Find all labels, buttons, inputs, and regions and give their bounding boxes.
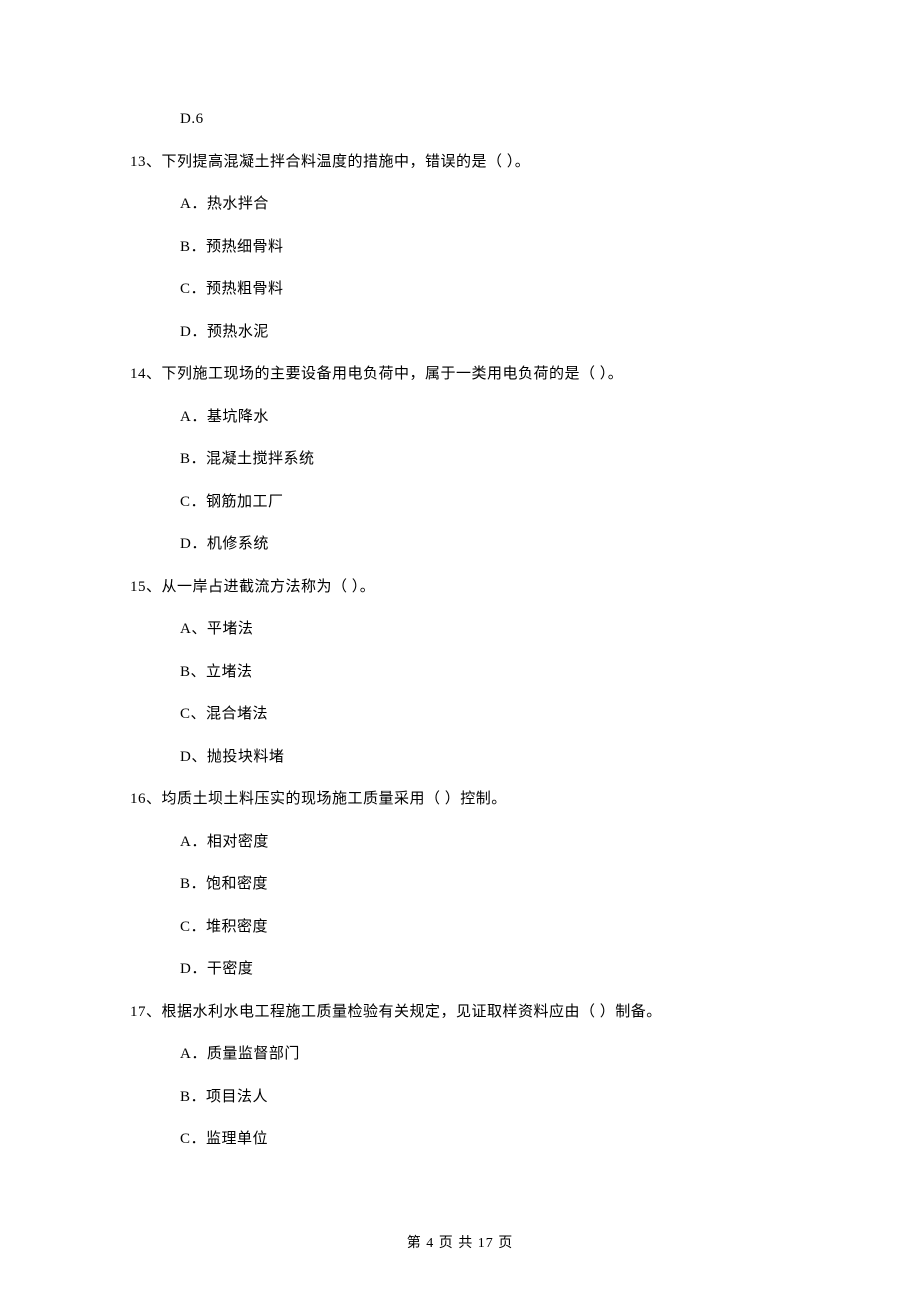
page-content: D.6 13、下列提高混凝土拌合料温度的措施中，错误的是（ ）。 A．热水拌合 … <box>0 0 920 1151</box>
option-16-d: D．干密度 <box>130 958 790 981</box>
page-footer: 第 4 页 共 17 页 <box>0 1232 920 1252</box>
question-number: 14、 <box>130 366 162 382</box>
option-17-a: A．质量监督部门 <box>130 1043 790 1066</box>
option-17-b: B．项目法人 <box>130 1086 790 1109</box>
option-14-c: C．钢筋加工厂 <box>130 491 790 514</box>
question-number: 16、 <box>130 791 162 807</box>
option-14-a: A．基坑降水 <box>130 406 790 429</box>
question-15: 15、从一岸占进截流方法称为（ ）。 <box>130 576 790 599</box>
question-number: 17、 <box>130 1004 162 1020</box>
question-14: 14、下列施工现场的主要设备用电负荷中，属于一类用电负荷的是（ ）。 <box>130 363 790 386</box>
question-16: 16、均质土坝土料压实的现场施工质量采用（ ）控制。 <box>130 788 790 811</box>
option-13-d: D．预热水泥 <box>130 321 790 344</box>
option-13-a: A．热水拌合 <box>130 193 790 216</box>
option-17-c: C．监理单位 <box>130 1128 790 1151</box>
question-text: 下列施工现场的主要设备用电负荷中，属于一类用电负荷的是（ ）。 <box>162 366 624 382</box>
question-text: 从一岸占进截流方法称为（ ）。 <box>162 579 376 595</box>
option-14-d: D．机修系统 <box>130 533 790 556</box>
option-15-a: A、平堵法 <box>130 618 790 641</box>
question-number: 15、 <box>130 579 162 595</box>
option-15-c: C、混合堵法 <box>130 703 790 726</box>
option-16-a: A．相对密度 <box>130 831 790 854</box>
option-16-b: B．饱和密度 <box>130 873 790 896</box>
question-text: 根据水利水电工程施工质量检验有关规定，见证取样资料应由（ ）制备。 <box>162 1004 662 1020</box>
question-13: 13、下列提高混凝土拌合料温度的措施中，错误的是（ ）。 <box>130 151 790 174</box>
question-17: 17、根据水利水电工程施工质量检验有关规定，见证取样资料应由（ ）制备。 <box>130 1001 790 1024</box>
option-16-c: C．堆积密度 <box>130 916 790 939</box>
option-13-c: C．预热粗骨料 <box>130 278 790 301</box>
option-15-d: D、抛投块料堵 <box>130 746 790 769</box>
option-13-b: B．预热细骨料 <box>130 236 790 259</box>
option-14-b: B．混凝土搅拌系统 <box>130 448 790 471</box>
option-15-b: B、立堵法 <box>130 661 790 684</box>
question-text: 下列提高混凝土拌合料温度的措施中，错误的是（ ）。 <box>162 154 531 170</box>
question-text: 均质土坝土料压实的现场施工质量采用（ ）控制。 <box>162 791 507 807</box>
orphan-option: D.6 <box>130 108 790 131</box>
question-number: 13、 <box>130 154 162 170</box>
